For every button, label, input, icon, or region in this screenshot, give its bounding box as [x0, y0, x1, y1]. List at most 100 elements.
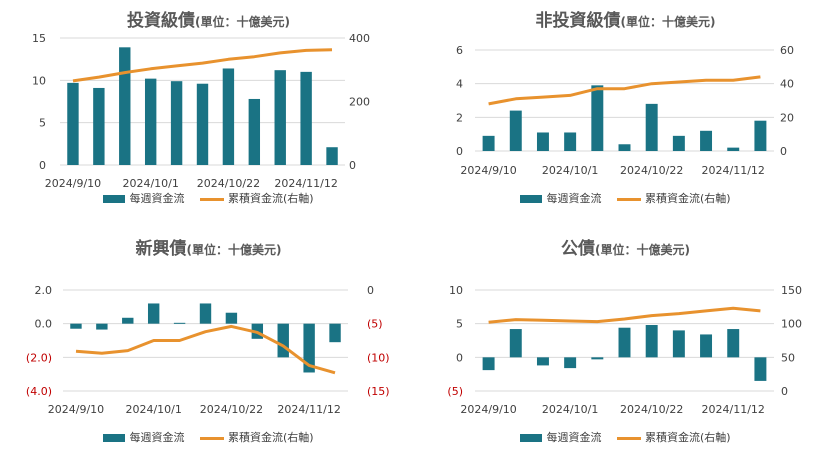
chart-plot: 0 5 10 15 0 200 400 2024/9/10 2024/10/1 2024/10/2…	[32, 32, 370, 190]
weekly-flow-bar	[618, 327, 631, 358]
chart-title-main: 非投資級債	[535, 11, 621, 31]
legend-label-bar: 每週資金流	[129, 431, 185, 444]
legend-label-bar: 每週資金流	[546, 431, 602, 444]
weekly-flow-bar	[509, 110, 522, 151]
chart-title: 投資級債(單位：十億美元)	[0, 6, 417, 31]
weekly-flow-bar	[536, 357, 549, 366]
y-left-tick-label: (4.0)	[26, 385, 52, 398]
weekly-flow-bar	[119, 47, 131, 165]
weekly-flow-bar	[509, 329, 522, 358]
weekly-flow-bar	[329, 323, 341, 343]
legend-swatch-line	[199, 197, 224, 201]
y-left-tick-label: 15	[32, 32, 46, 45]
weekly-flow-bar	[564, 357, 577, 369]
weekly-flow-bar	[672, 330, 685, 358]
legend-swatch-bar	[520, 195, 543, 203]
legend-item-line: 累積資金流(右軸)	[616, 190, 731, 206]
legend-swatch-bar	[103, 195, 126, 203]
y-right-tick-label: 400	[349, 32, 370, 45]
y-right-tick-label: 200	[349, 96, 370, 109]
weekly-flow-bar	[536, 132, 549, 151]
weekly-flow-bar	[326, 147, 338, 165]
legend-label-line: 累積資金流(右軸)	[644, 431, 731, 444]
cumulative-flow-line	[488, 75, 761, 106]
weekly-flow-bar	[591, 357, 604, 360]
y-left-tick-label: (2.0)	[26, 351, 52, 364]
chart-panel-emerging-market: 新興債(單位：十億美元) 2.0 0.0 (2.0) (4.0) 0 (5) (10) (15…	[0, 228, 417, 456]
weekly-flow-bar	[274, 70, 286, 165]
chart-legend: 每週資金流 累積資金流(右軸)	[0, 190, 417, 206]
legend-label-line: 累積資金流(右軸)	[644, 192, 731, 205]
x-tick-label: 2024/10/1	[125, 403, 181, 416]
chart-panel-government: 公債(單位：十億美元) 10 5 0 (5) 150 100 50 0 2024/9/10 202…	[417, 228, 834, 456]
weekly-flow-bar	[754, 120, 767, 151]
legend-item-bar: 每週資金流	[103, 429, 184, 445]
cumulative-flow-line	[75, 324, 336, 375]
weekly-flow-bar	[170, 81, 183, 165]
legend-swatch-line	[199, 436, 224, 440]
x-tick-label: 2024/10/22	[197, 177, 260, 190]
x-tick-label: 2024/11/12	[702, 403, 765, 416]
weekly-flow-bar	[618, 144, 631, 151]
legend-label-line: 累積資金流(右軸)	[227, 192, 314, 205]
chart-title-unit: (單位：十億美元)	[595, 243, 690, 257]
chart-title-unit: (單位：十億美元)	[620, 15, 716, 29]
y-left-tick-label: 10	[449, 284, 463, 297]
y-left-tick-label: 5	[456, 318, 463, 331]
weekly-flow-bar	[70, 323, 82, 329]
chart-title-unit: (單位：十億美元)	[186, 243, 282, 257]
x-tick-label: 2024/9/10	[460, 403, 516, 416]
y-left-tick-label: 6	[456, 44, 463, 57]
y-left-tick-label: 0	[456, 145, 463, 158]
y-right-tick-label: 0	[349, 159, 356, 172]
x-tick-label: 2024/11/12	[274, 177, 337, 190]
chart-plot: 2.0 0.0 (2.0) (4.0) 0 (5) (10) (15) 2024/9/10 202…	[26, 284, 390, 416]
weekly-flow-bar	[645, 103, 658, 151]
cumulative-flow-line	[488, 306, 761, 324]
chart-panel-investment-grade: 投資級債(單位：十億美元) 0 5 10 15 0 200 400 2024/9/10 2024…	[0, 0, 417, 228]
y-left-tick-label: 0.0	[35, 318, 53, 331]
x-tick-label: 2024/10/1	[542, 164, 598, 177]
legend-item-bar: 每週資金流	[520, 190, 601, 206]
weekly-flow-bar	[727, 147, 740, 151]
chart-title-main: 公債	[561, 239, 595, 259]
weekly-flow-bar	[700, 334, 713, 358]
weekly-flow-bar	[482, 357, 495, 371]
weekly-flow-bar	[222, 68, 235, 165]
y-right-tick-label: 50	[781, 351, 795, 364]
y-left-tick-label: 2.0	[35, 284, 53, 297]
x-tick-label: 2024/10/22	[620, 164, 683, 177]
legend-swatch-bar	[520, 434, 543, 442]
y-right-tick-label: 20	[780, 111, 794, 124]
weekly-flow-bar	[754, 357, 767, 381]
weekly-flow-bar	[248, 98, 261, 165]
x-tick-label: 2024/10/1	[542, 403, 598, 416]
y-right-tick-label: 0	[780, 145, 787, 158]
x-tick-label: 2024/9/10	[48, 403, 104, 416]
chart-legend: 每週資金流 累積資金流(右軸)	[417, 190, 834, 206]
weekly-flow-bar	[700, 130, 713, 151]
legend-item-bar: 每週資金流	[103, 190, 184, 206]
weekly-flow-bar	[564, 132, 577, 151]
weekly-flow-bar	[196, 83, 209, 165]
legend-label-line: 累積資金流(右軸)	[227, 431, 314, 444]
y-left-tick-label: 5	[39, 117, 46, 130]
y-left-tick-label: 4	[456, 78, 463, 91]
chart-title-main: 投資級債	[127, 11, 195, 31]
weekly-flow-bar	[277, 323, 289, 358]
chart-title-unit: (單位：十億美元)	[195, 15, 290, 29]
weekly-flow-bar	[225, 312, 238, 324]
legend-swatch-bar	[103, 434, 126, 442]
weekly-flow-bar	[67, 82, 79, 165]
weekly-flow-bar	[147, 303, 160, 324]
y-right-tick-label: (10)	[367, 351, 390, 364]
y-left-tick-label: 0	[456, 351, 463, 364]
y-right-tick-label: 0	[781, 385, 788, 398]
y-right-tick-label: 40	[780, 78, 794, 91]
chart-legend: 每週資金流 累積資金流(右軸)	[0, 429, 417, 445]
chart-title: 非投資級債(單位：十億美元)	[417, 6, 834, 31]
weekly-flow-bar	[173, 322, 186, 324]
legend-item-bar: 每週資金流	[520, 429, 601, 445]
chart-title: 公債(單位：十億美元)	[417, 234, 834, 259]
